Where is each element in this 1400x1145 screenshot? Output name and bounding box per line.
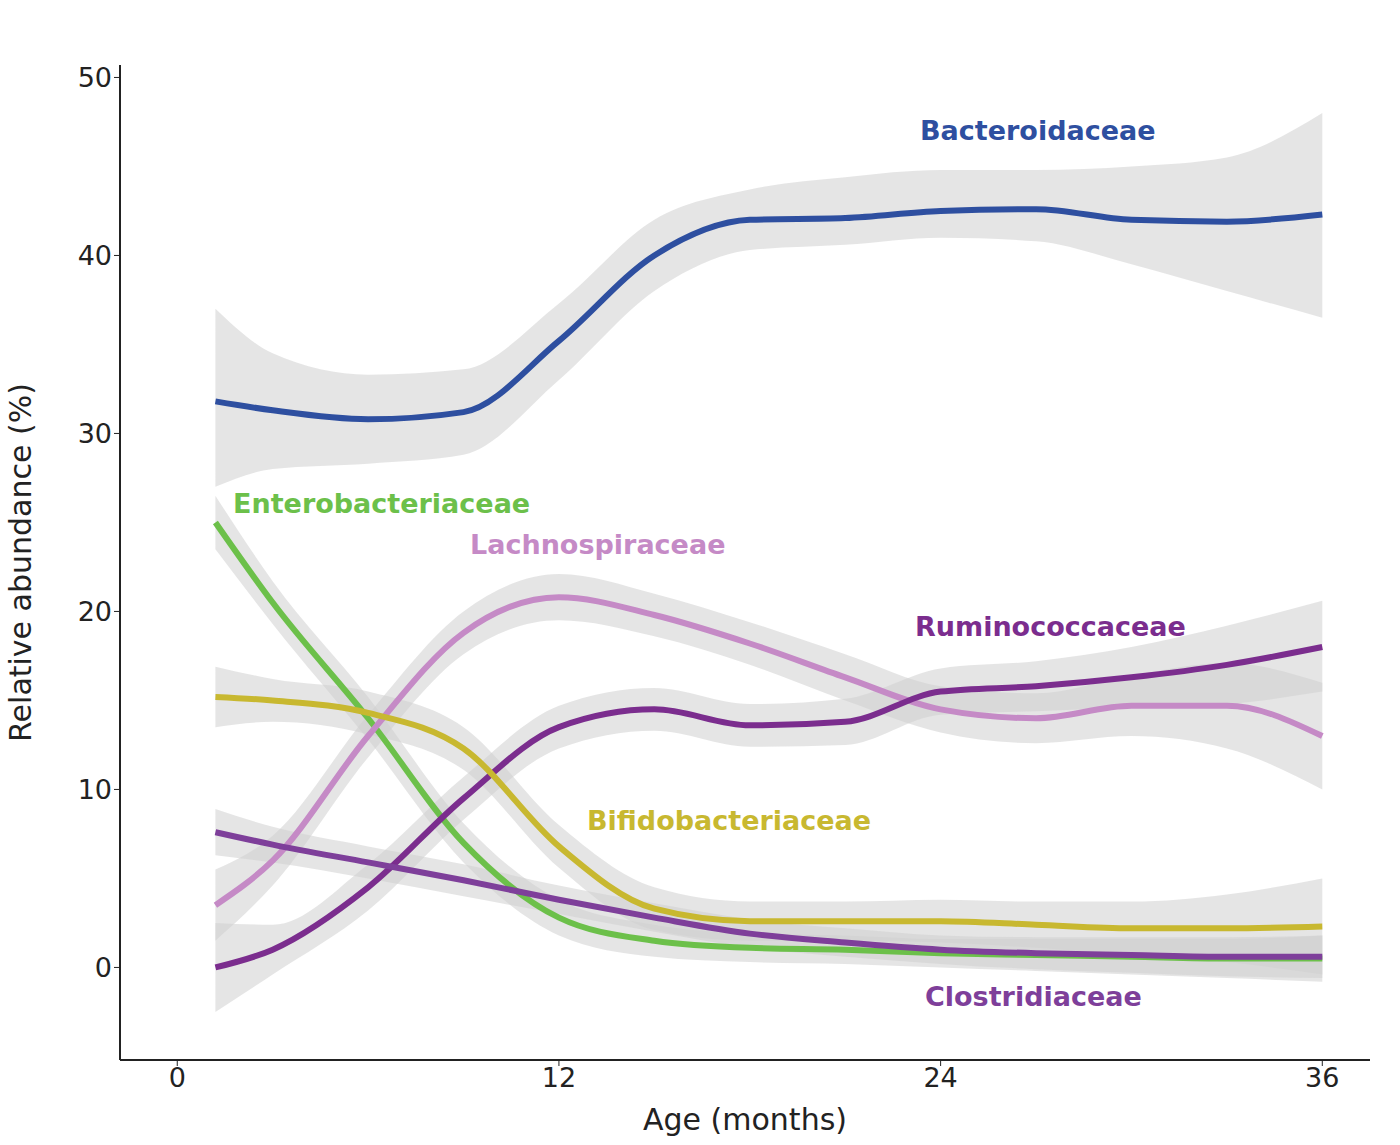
svg-text:20: 20 <box>78 596 112 627</box>
svg-text:0: 0 <box>95 952 112 983</box>
html-text:Bifidobacteriaceae: Bifidobacteriaceae <box>587 805 872 836</box>
svg-text:10: 10 <box>78 774 112 805</box>
html-text:Ruminococcaceae: Ruminococcaceae <box>915 611 1186 642</box>
svg-text:36: 36 <box>1305 1062 1339 1093</box>
html-text:Enterobacteriaceae: Enterobacteriaceae <box>233 488 531 519</box>
html-text:Clostridiaceae: Clostridiaceae <box>925 981 1142 1012</box>
svg-text:30: 30 <box>78 418 112 449</box>
svg-text:24: 24 <box>923 1062 957 1093</box>
svg-text:40: 40 <box>78 240 112 271</box>
svg-text:Relative abundance (%): Relative abundance (%) <box>8 383 38 742</box>
html-text:Lachnospiraceae: Lachnospiraceae <box>470 529 726 560</box>
svg-text:Age (months): Age (months) <box>643 1102 847 1137</box>
svg-text:0: 0 <box>169 1062 186 1093</box>
svg-text:50: 50 <box>78 62 112 93</box>
html-text:Bacteroidaceae: Bacteroidaceae <box>920 115 1156 146</box>
svg-text:12: 12 <box>542 1062 576 1093</box>
